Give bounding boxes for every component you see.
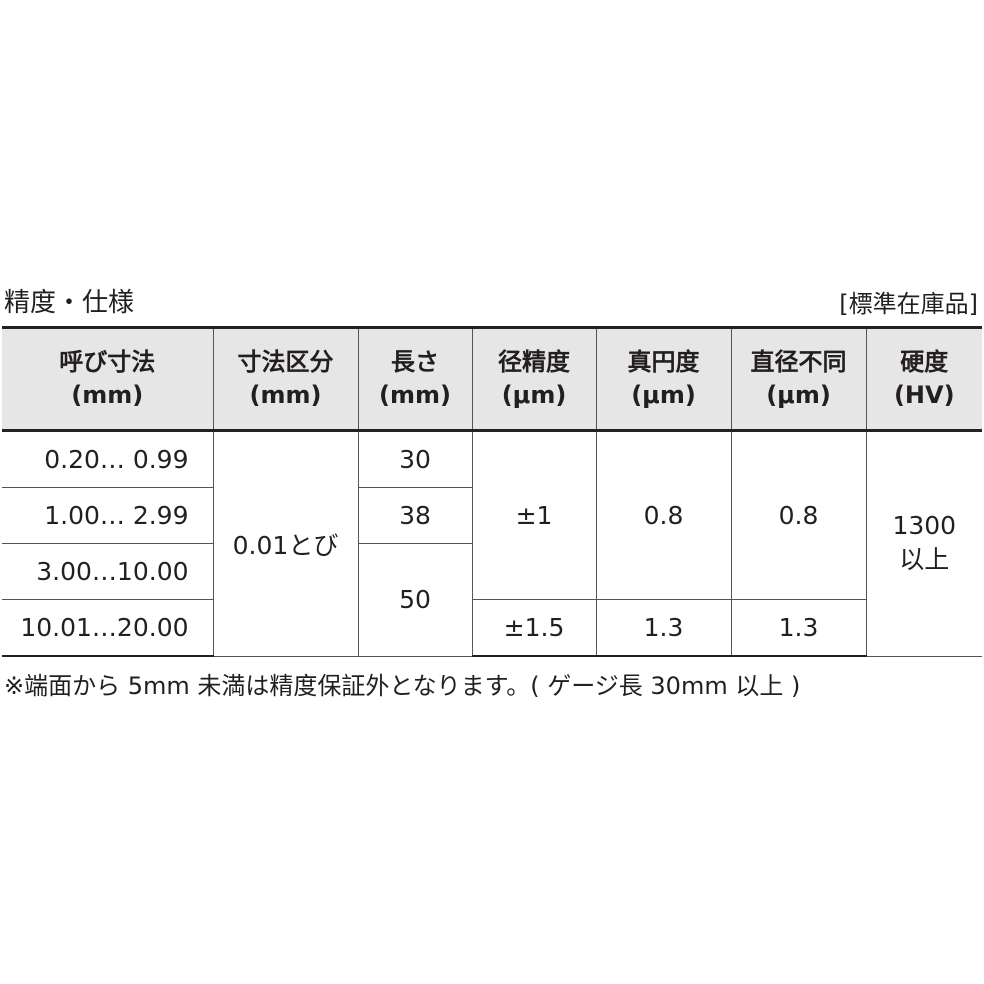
nominal-cell: 3.00…10.00 (2, 543, 214, 600)
diameter-variation-cell: 0.8 (730, 430, 867, 600)
nominal-cell: 10.01…20.00 (2, 599, 214, 657)
diameter-accuracy-cell: ±1.5 (471, 599, 597, 657)
diameter-accuracy-cell: ±1 (471, 430, 597, 600)
diameter-variation-cell: 1.3 (730, 599, 867, 657)
spec-table: 呼び寸法 (mm) 寸法区分 (mm) 長さ (mm) 径精度 (μm) 真円度 (μm)… (2, 326, 982, 657)
roundness-cell: 1.3 (595, 599, 732, 657)
stock-label: [標準在庫品] (839, 290, 978, 318)
header-length: 長さ (mm) (357, 326, 473, 432)
header-diameter-variation: 直径不同 (μm) (730, 326, 867, 432)
length-cell: 50 (357, 543, 473, 657)
nominal-cell: 0.20… 0.99 (2, 430, 214, 488)
length-cell: 30 (357, 430, 473, 488)
hardness-cell: 1300 以上 (865, 430, 982, 657)
table-row: 10.01…20.00 ±1.5 1.3 1.3 (2, 599, 982, 657)
table-row: 3.00…10.00 50 (2, 543, 982, 657)
table-row: 0.20… 0.99 0.01とび 30 ±1 0.8 0.8 1300 以上 (2, 430, 982, 657)
nominal-cell: 1.00… 2.99 (2, 487, 214, 544)
length-cell: 38 (357, 487, 473, 544)
header-division: 寸法区分 (mm) (212, 326, 359, 432)
header-hardness: 硬度 (HV) (865, 326, 982, 432)
division-cell: 0.01とび (212, 430, 359, 657)
header-diameter-accuracy: 径精度 (μm) (471, 326, 597, 432)
section-title: 精度・仕様 (4, 288, 135, 318)
footnote: ※端面から 5mm 未満は精度保証外となります。( ゲージ長 30mm 以上 ) (4, 672, 801, 700)
table-row: 1.00… 2.99 38 (2, 487, 982, 544)
header-row: 呼び寸法 (mm) 寸法区分 (mm) 長さ (mm) 径精度 (μm) 真円度 (μm)… (2, 326, 982, 432)
header-nominal: 呼び寸法 (mm) (2, 326, 214, 432)
header-roundness: 真円度 (μm) (595, 326, 732, 432)
roundness-cell: 0.8 (595, 430, 732, 600)
